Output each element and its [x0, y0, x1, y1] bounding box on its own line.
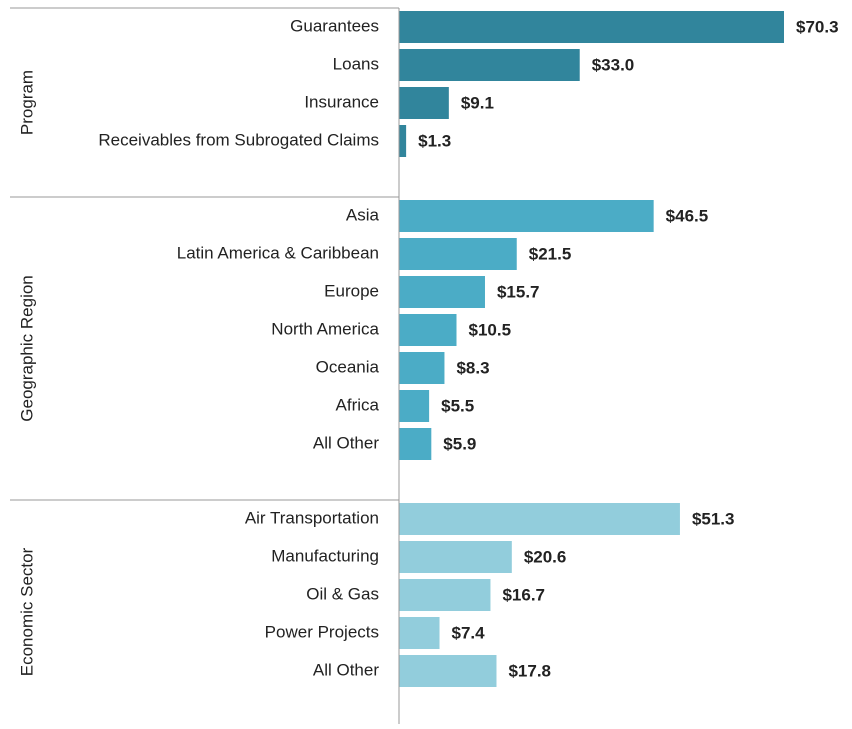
category-label: Receivables from Subrogated Claims [98, 130, 379, 149]
category-label: Oceania [316, 357, 380, 376]
bar [399, 276, 485, 308]
category-label: Air Transportation [245, 508, 379, 527]
value-label: $7.4 [452, 623, 486, 642]
value-label: $5.5 [441, 396, 474, 415]
value-label: $51.3 [692, 509, 735, 528]
bar [399, 87, 449, 119]
bar [399, 655, 497, 687]
value-label: $10.5 [469, 320, 512, 339]
value-label: $8.3 [456, 358, 489, 377]
bar [399, 238, 517, 270]
value-label: $20.6 [524, 547, 567, 566]
category-label: Power Projects [265, 622, 379, 641]
category-label: Africa [336, 395, 380, 414]
value-label: $16.7 [502, 585, 545, 604]
category-label: Loans [333, 54, 379, 73]
category-label: North America [271, 319, 379, 338]
bar [399, 541, 512, 573]
category-label: All Other [313, 433, 379, 452]
value-label: $46.5 [666, 206, 709, 225]
bar [399, 579, 491, 611]
group-label: Geographic Region [17, 275, 36, 421]
category-label: Oil & Gas [306, 584, 379, 603]
bar [399, 11, 784, 43]
bar [399, 352, 445, 384]
value-label: $17.8 [508, 661, 551, 680]
bar [399, 503, 680, 535]
category-label: All Other [313, 660, 379, 679]
category-label: Latin America & Caribbean [177, 243, 379, 262]
group-label: Program [17, 70, 36, 135]
category-label: Guarantees [290, 16, 379, 35]
bar [399, 200, 654, 232]
value-label: $1.3 [418, 131, 451, 150]
value-label: $9.1 [461, 93, 494, 112]
bar [399, 125, 407, 157]
value-label: $70.3 [796, 17, 839, 36]
category-label: Manufacturing [271, 546, 379, 565]
bar [399, 617, 440, 649]
value-label: $21.5 [529, 244, 572, 263]
bar [399, 390, 430, 422]
category-label: Asia [346, 205, 380, 224]
bar [399, 428, 432, 460]
value-label: $33.0 [592, 55, 635, 74]
category-label: Insurance [304, 92, 379, 111]
bar [399, 314, 457, 346]
bar [399, 49, 580, 81]
category-label: Europe [324, 281, 379, 300]
group-label: Economic Sector [17, 547, 36, 676]
value-label: $15.7 [497, 282, 540, 301]
value-label: $5.9 [443, 434, 476, 453]
